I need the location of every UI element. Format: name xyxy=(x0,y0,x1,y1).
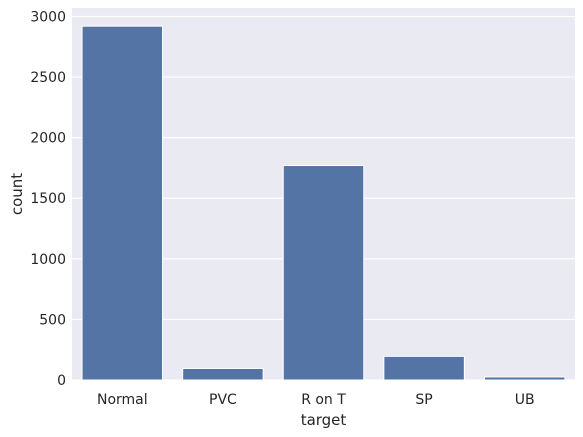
y-tick-label: 1500 xyxy=(30,191,66,207)
y-tick-label: 0 xyxy=(57,373,66,389)
x-tick-label: SP xyxy=(415,392,432,408)
y-tick-label: 1000 xyxy=(30,252,66,268)
x-tick-label: Normal xyxy=(97,392,148,408)
bar xyxy=(483,376,566,381)
x-tick-label: UB xyxy=(515,392,535,408)
y-tick-label: 2500 xyxy=(30,70,66,86)
y-tick-label: 3000 xyxy=(30,9,66,25)
x-tick-labels: Normal PVC R on T SP UB xyxy=(97,392,535,408)
bar xyxy=(282,165,365,381)
x-axis-label: target xyxy=(301,411,347,429)
x-tick-label: R on T xyxy=(301,392,346,408)
bars xyxy=(81,25,566,381)
x-tick-label: PVC xyxy=(209,392,237,408)
bar xyxy=(383,355,465,381)
y-tick-label: 2000 xyxy=(30,131,66,147)
y-tick-label: 500 xyxy=(39,312,66,328)
y-axis-label: count xyxy=(8,173,26,215)
bar xyxy=(182,367,264,381)
bar xyxy=(81,25,164,381)
y-tick-labels: 0 500 1000 1500 2000 2500 3000 xyxy=(30,9,66,389)
